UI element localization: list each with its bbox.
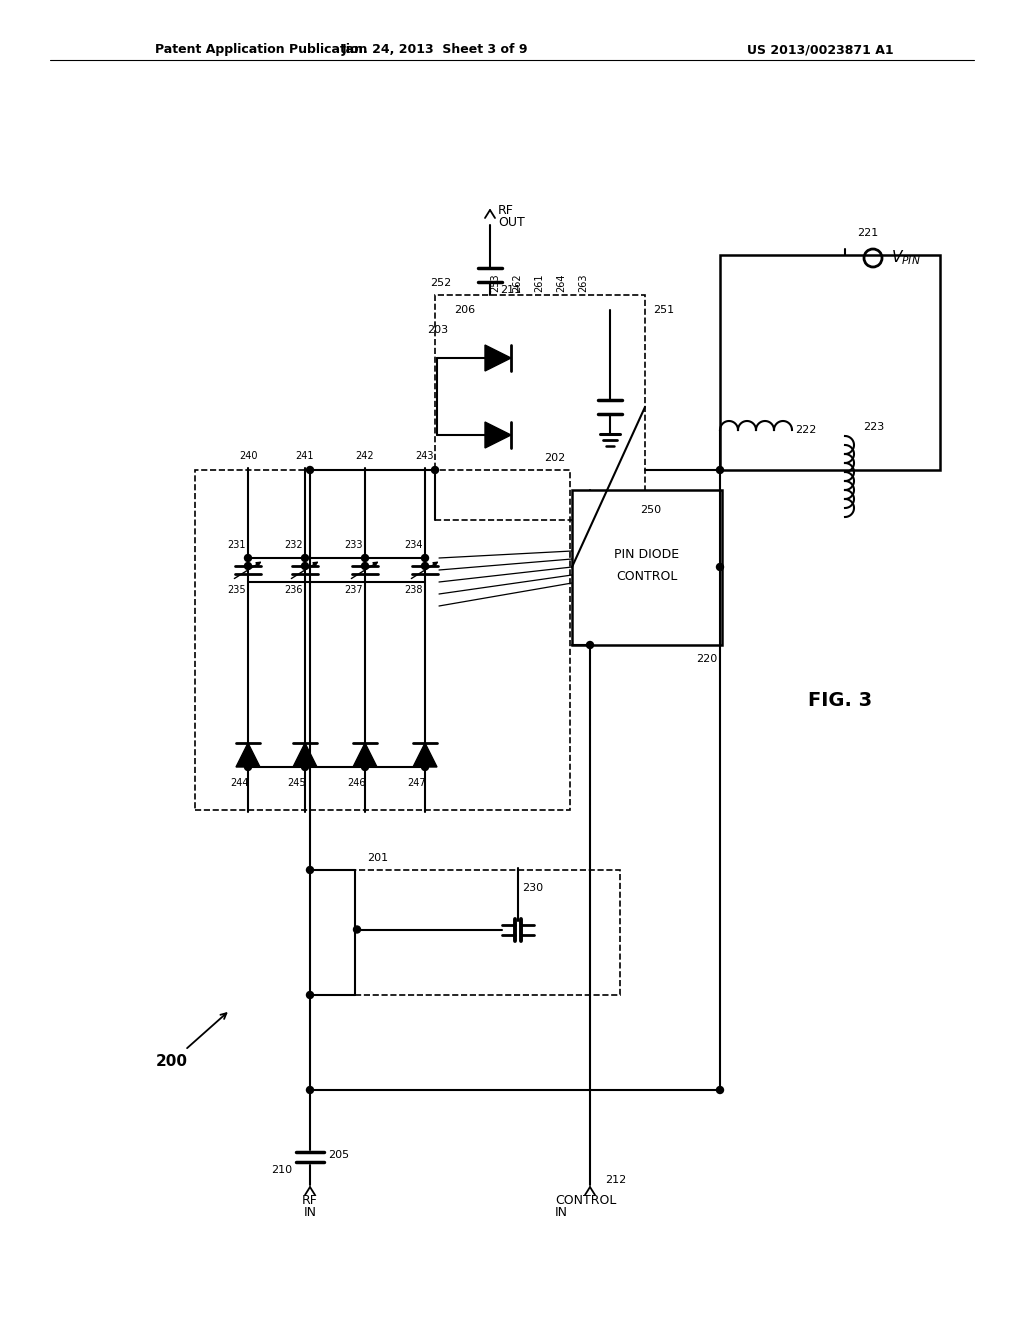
- Text: RF: RF: [498, 203, 514, 216]
- Text: 200: 200: [156, 1055, 188, 1069]
- Text: 242: 242: [355, 451, 375, 461]
- Text: 235: 235: [227, 585, 246, 595]
- Text: PIN DIODE: PIN DIODE: [614, 549, 680, 561]
- Text: 250: 250: [640, 506, 662, 515]
- Circle shape: [306, 991, 313, 998]
- Text: 237: 237: [344, 585, 362, 595]
- Text: 246: 246: [347, 777, 366, 788]
- Text: Patent Application Publication: Patent Application Publication: [155, 44, 368, 57]
- Bar: [572, 490, 722, 645]
- Text: 234: 234: [404, 540, 423, 550]
- Circle shape: [422, 763, 428, 771]
- Text: IN: IN: [303, 1206, 316, 1220]
- Bar: [720, 255, 940, 470]
- Text: RF: RF: [302, 1193, 317, 1206]
- Polygon shape: [293, 743, 317, 767]
- Polygon shape: [353, 743, 377, 767]
- Text: 233: 233: [344, 540, 362, 550]
- Text: CONTROL: CONTROL: [616, 570, 678, 583]
- Text: IN: IN: [555, 1206, 568, 1220]
- Circle shape: [431, 466, 438, 474]
- Text: US 2013/0023871 A1: US 2013/0023871 A1: [746, 44, 893, 57]
- Text: 243: 243: [416, 451, 434, 461]
- Polygon shape: [485, 422, 511, 447]
- Circle shape: [353, 927, 360, 933]
- Text: 222: 222: [795, 425, 816, 436]
- Circle shape: [301, 562, 308, 569]
- Circle shape: [422, 562, 428, 569]
- Text: 247: 247: [407, 777, 426, 788]
- Text: 223: 223: [863, 422, 885, 432]
- Text: 203: 203: [427, 325, 449, 335]
- Text: 232: 232: [285, 540, 303, 550]
- Bar: [195, 470, 570, 810]
- Circle shape: [301, 763, 308, 771]
- Polygon shape: [485, 345, 511, 371]
- Text: 202: 202: [544, 453, 565, 463]
- Bar: [435, 294, 645, 520]
- Text: OUT: OUT: [498, 215, 524, 228]
- Circle shape: [361, 554, 369, 561]
- Text: 240: 240: [239, 451, 257, 461]
- Text: 261: 261: [534, 273, 544, 292]
- Text: 205: 205: [328, 1150, 349, 1160]
- Circle shape: [717, 564, 724, 570]
- Text: 262: 262: [512, 273, 522, 292]
- Text: 263: 263: [578, 273, 588, 292]
- Text: 241: 241: [296, 451, 314, 461]
- Polygon shape: [236, 743, 260, 767]
- Text: 245: 245: [287, 777, 305, 788]
- Text: 220: 220: [695, 653, 717, 664]
- Circle shape: [717, 1086, 724, 1093]
- Text: 211: 211: [500, 285, 521, 294]
- Text: 201: 201: [367, 853, 388, 863]
- Circle shape: [717, 466, 724, 474]
- Text: 251: 251: [653, 305, 674, 315]
- Text: 210: 210: [271, 1166, 292, 1175]
- Circle shape: [306, 866, 313, 874]
- Bar: [355, 870, 620, 995]
- Circle shape: [306, 466, 313, 474]
- Text: 253: 253: [490, 273, 500, 292]
- Text: 236: 236: [285, 585, 303, 595]
- Circle shape: [422, 554, 428, 561]
- Text: Jan. 24, 2013  Sheet 3 of 9: Jan. 24, 2013 Sheet 3 of 9: [342, 44, 528, 57]
- Text: 252: 252: [430, 279, 452, 288]
- Text: FIG. 3: FIG. 3: [808, 690, 872, 710]
- Text: 206: 206: [454, 305, 475, 315]
- Text: CONTROL: CONTROL: [555, 1193, 616, 1206]
- Text: 231: 231: [227, 540, 246, 550]
- Circle shape: [587, 642, 594, 648]
- Circle shape: [245, 562, 252, 569]
- Circle shape: [245, 763, 252, 771]
- Circle shape: [361, 763, 369, 771]
- Circle shape: [306, 1086, 313, 1093]
- Text: 264: 264: [556, 273, 566, 292]
- Text: 212: 212: [605, 1175, 627, 1185]
- Circle shape: [301, 554, 308, 561]
- Text: $V_{PIN}$: $V_{PIN}$: [891, 248, 921, 268]
- Circle shape: [245, 554, 252, 561]
- Text: 238: 238: [404, 585, 423, 595]
- Circle shape: [361, 562, 369, 569]
- Text: 221: 221: [857, 228, 879, 238]
- Text: 230: 230: [522, 883, 544, 894]
- Polygon shape: [413, 743, 437, 767]
- Text: 244: 244: [230, 777, 249, 788]
